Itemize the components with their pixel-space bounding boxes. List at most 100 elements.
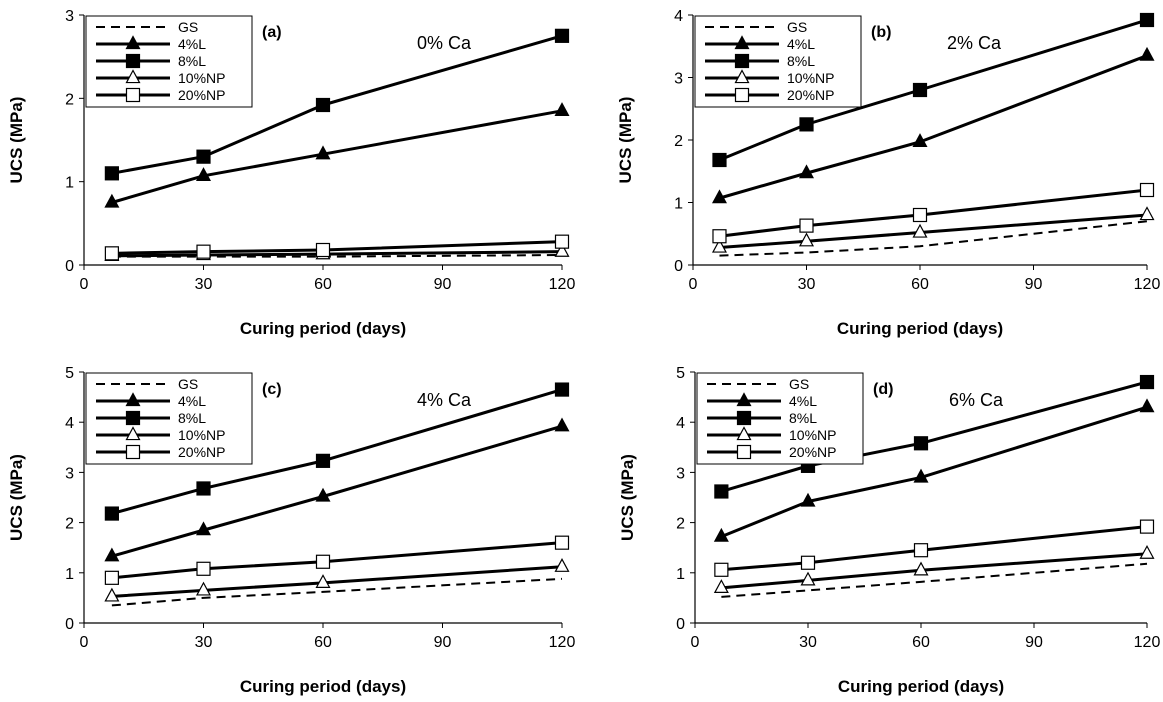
legend-label: 4%L (789, 393, 817, 409)
data-point (104, 193, 120, 208)
y-axis-title: UCS (MPa) (7, 454, 26, 541)
series-line-GS (111, 577, 563, 607)
series-line-8%L (720, 380, 1148, 493)
data-point (799, 218, 814, 233)
data-point (1139, 182, 1155, 198)
legend-label: 20%NP (789, 444, 836, 460)
data-point (104, 587, 120, 602)
series-line-20%NP (721, 525, 1148, 572)
data-point (1139, 544, 1155, 559)
series-line-8%L (718, 18, 1148, 162)
x-axis-title: Curing period (days) (838, 677, 1004, 696)
x-tick-label: 30 (798, 276, 816, 293)
legend-label: GS (178, 376, 198, 392)
series-line-20%NP (111, 240, 563, 255)
legend-marker (125, 426, 141, 441)
data-point (712, 152, 727, 168)
y-tick-label: 1 (65, 566, 74, 583)
legend-label: 10%NP (178, 427, 225, 443)
legend-marker (734, 87, 750, 103)
data-point (1139, 374, 1155, 390)
x-tick-label: 30 (799, 634, 817, 651)
y-tick-label: 2 (65, 91, 74, 108)
data-point (913, 468, 929, 483)
y-tick-label: 1 (674, 196, 683, 213)
data-point (315, 453, 331, 468)
calcium-annotation: 2% Ca (947, 33, 1002, 53)
x-tick-label: 90 (434, 634, 452, 651)
x-tick-label: 0 (689, 276, 698, 293)
x-tick-label: 60 (314, 634, 332, 651)
series-line-20%NP (719, 188, 1148, 238)
legend-marker (125, 87, 141, 103)
data-point (104, 570, 119, 585)
legend-label: 4%L (178, 36, 206, 52)
y-tick-label: 3 (65, 465, 74, 482)
data-point (554, 535, 570, 550)
legend-label: 10%NP (787, 70, 834, 86)
x-tick-label: 120 (1134, 276, 1161, 293)
panel-label: (b) (871, 24, 891, 41)
legend-label: 4%L (787, 36, 815, 52)
x-tick-label: 0 (691, 634, 700, 651)
calcium-annotation: 6% Ca (949, 390, 1004, 410)
y-tick-label: 3 (674, 71, 683, 88)
legend-marker (125, 35, 141, 50)
data-point (912, 223, 928, 238)
data-point (1139, 46, 1155, 61)
data-point (713, 579, 729, 594)
data-point (712, 229, 727, 244)
calcium-annotation: 0% Ca (417, 33, 472, 53)
series-line-GS (721, 562, 1148, 598)
data-point (711, 189, 727, 204)
data-point (104, 246, 119, 261)
x-tick-label: 60 (911, 276, 929, 293)
y-tick-label: 4 (674, 8, 683, 25)
data-point (104, 547, 120, 562)
legend-marker (734, 53, 750, 69)
y-axis-title: UCS (MPa) (616, 97, 635, 184)
x-tick-label: 0 (80, 276, 89, 293)
legend-marker (125, 444, 141, 460)
data-point (554, 417, 570, 432)
data-point (104, 166, 119, 181)
x-axis-title: Curing period (days) (837, 319, 1003, 338)
x-tick-label: 120 (1134, 634, 1161, 651)
legend-marker (125, 69, 141, 84)
data-point (315, 487, 331, 502)
y-tick-label: 3 (65, 8, 74, 25)
data-point (798, 164, 815, 179)
chart-panel-1: 0 30 60 90 120 0 1 2 3 Curing period (days) UCS (M… (7, 8, 575, 338)
series-line-10%NP (719, 213, 1148, 249)
series-line-4%L (111, 424, 563, 558)
data-point (196, 244, 211, 259)
y-tick-label: 1 (676, 566, 685, 583)
data-point (554, 382, 570, 397)
legend-label: 8%L (789, 410, 817, 426)
legend-label: 8%L (787, 53, 815, 69)
x-tick-label: 60 (912, 634, 930, 651)
legend-marker (125, 410, 141, 426)
x-axis-title: Curing period (days) (240, 677, 406, 696)
x-tick-label: 120 (549, 634, 576, 651)
y-tick-label: 2 (674, 133, 683, 150)
panel-label: (d) (873, 381, 893, 398)
data-point (315, 574, 331, 588)
series-line-8%L (111, 388, 563, 516)
data-point (196, 149, 211, 164)
series-line-GS (719, 220, 1148, 257)
data-point (196, 481, 211, 496)
legend-marker (736, 410, 752, 426)
y-tick-label: 2 (65, 516, 74, 533)
y-tick-label: 0 (65, 616, 74, 633)
data-point (554, 234, 570, 249)
data-point (554, 28, 570, 43)
data-point (1139, 398, 1155, 413)
y-axis-title: UCS (MPa) (618, 454, 637, 541)
x-tick-label: 120 (549, 276, 576, 293)
legend-label: 20%NP (787, 87, 834, 103)
legend-label: GS (178, 19, 198, 35)
